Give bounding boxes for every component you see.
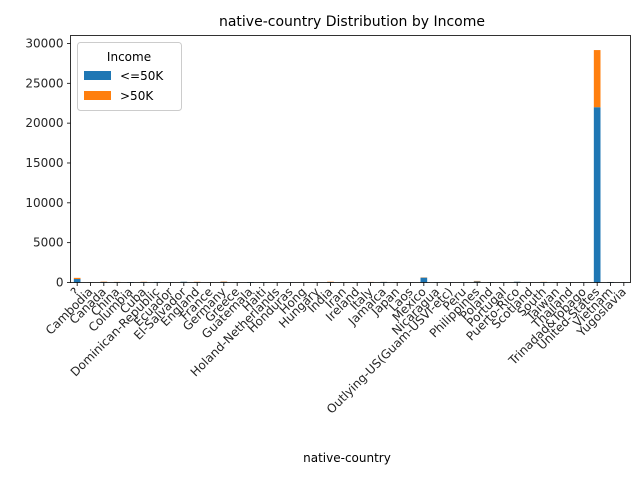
bar-segment-le50k [73,279,81,283]
legend-swatch [84,71,111,80]
legend-title: Income [107,50,151,64]
y-tick-label: 15000 [25,156,63,170]
y-tick-label: 25000 [25,76,63,90]
legend: Income <=50K >50K [77,42,182,111]
x-axis-label: native-country [303,451,391,465]
y-tick-label: 5000 [33,236,64,250]
y-tick-label: 30000 [25,36,63,50]
y-axis: 0 5000 10000 15000 20000 25000 30000 [25,36,71,290]
chart-title: native-country Distribution by Income [219,14,485,30]
bar-segment-le50k [513,281,521,283]
legend-swatch [84,91,111,100]
legend-label: >50K [120,89,154,103]
y-tick-label: 10000 [25,196,63,210]
bar-segment-gt50k [593,50,601,108]
bar-segment-gt50k [73,277,81,280]
bar-segment-le50k [473,281,481,283]
x-axis: ?CambodiaCanadaChinaColumbiaCubaDominica… [43,282,629,416]
plot-frame [70,35,631,283]
bar-segment-le50k [593,107,601,283]
legend-label: <=50K [120,69,164,83]
y-tick-label: 0 [56,276,64,290]
y-tick-label: 20000 [25,116,63,130]
bar-segment-le50k [420,277,428,283]
